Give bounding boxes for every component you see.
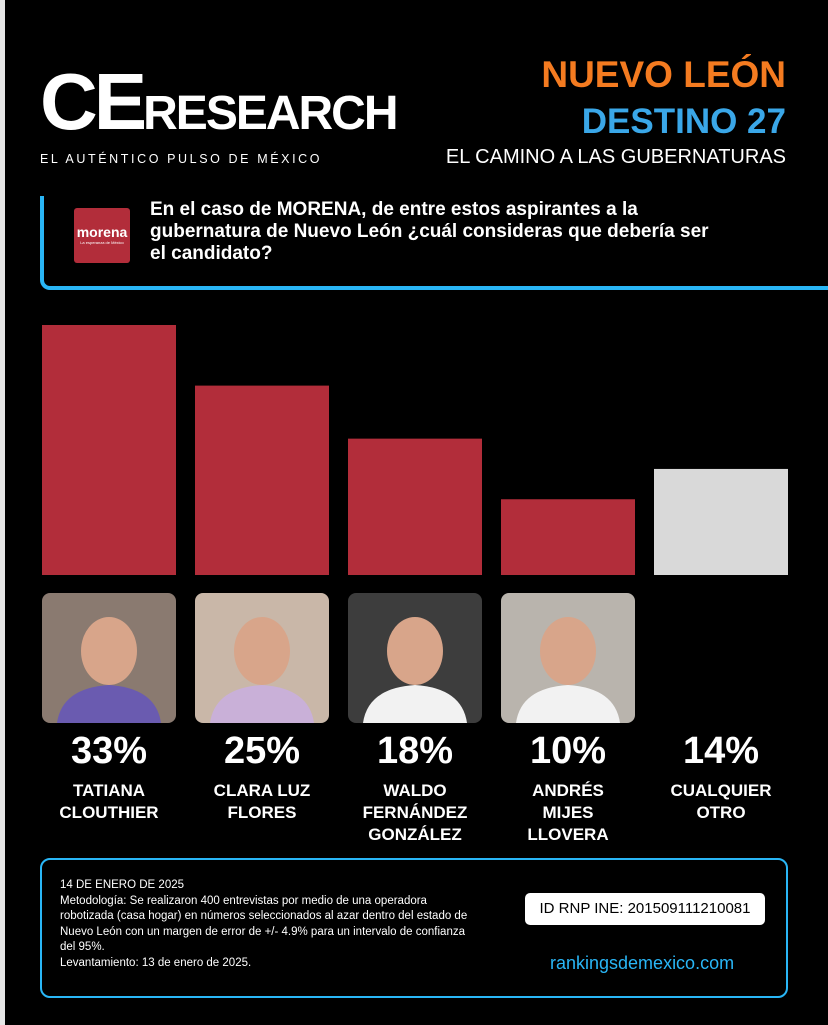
candidate-photo (348, 593, 482, 723)
shoulders (363, 685, 467, 723)
photo-silhouette (210, 617, 314, 723)
party-tagline: La esperanza de México (80, 240, 124, 245)
logo: CERESEARCH (40, 62, 399, 142)
candidate-name: WALDO FERNÁNDEZ GONZÁLEZ (362, 781, 468, 844)
head (540, 617, 596, 685)
edge-stripe (0, 0, 5, 1025)
bar (195, 385, 329, 575)
question: En el caso de MORENA, de entre estos asp… (150, 199, 709, 264)
series-title: DESTINO 27 (581, 102, 786, 141)
bar-chart (42, 325, 788, 575)
percent-label: 18% (376, 730, 454, 772)
tagline: EL AUTÉNTICO PULSO DE MÉXICO (40, 152, 323, 166)
date: 14 DE ENERO DE 2025 (60, 879, 185, 891)
website: rankingsdemexico.com (550, 953, 735, 973)
bar (501, 499, 635, 575)
percent-label: 14% (682, 730, 760, 772)
bar (654, 468, 788, 575)
shoulders (516, 685, 620, 723)
candidate-name: TATIANA CLOUTHIER (59, 781, 159, 822)
photo-silhouette (57, 617, 161, 723)
percent-label: 33% (70, 730, 148, 772)
candidate-name: CLARA LUZ FLORES (213, 781, 311, 822)
candidate-name: ANDRÉS MIJES LLOVERA (527, 781, 609, 844)
fieldwork: Levantamiento: 13 de enero de 2025. (60, 956, 252, 969)
party-logo: morena La esperanza de México (74, 208, 130, 263)
head (234, 617, 290, 685)
bar (348, 438, 482, 575)
subtitle: EL CAMINO A LAS GUBERNATURAS (445, 146, 786, 168)
candidate-photo (42, 593, 176, 723)
logo-ce: CE (40, 57, 147, 146)
candidate-photo (501, 593, 635, 723)
methodology-block: 14 DE ENERO DE 2025 Metodología: Se real… (60, 878, 480, 971)
photo-silhouette (363, 617, 467, 723)
head (81, 617, 137, 685)
question-frame (40, 196, 828, 290)
registry-id: ID RNP INE: 201509111210081 (525, 893, 765, 925)
candidate-name: CUALQUIER OTRO (670, 781, 772, 822)
methodology: Metodología: Se realizaron 400 entrevist… (60, 894, 468, 954)
logo-research: RESEARCH (143, 87, 398, 140)
percent-label: 25% (223, 730, 301, 772)
photo-silhouette (516, 617, 620, 723)
candidate-photo (195, 593, 329, 723)
head (387, 617, 443, 685)
bar (42, 325, 176, 575)
percent-label: 10% (529, 730, 607, 772)
footer-frame (40, 858, 788, 998)
shoulders (210, 685, 314, 723)
state-title: NUEVO LEÓN (541, 54, 786, 95)
party-name: morena (76, 224, 128, 240)
shoulders (57, 685, 161, 723)
